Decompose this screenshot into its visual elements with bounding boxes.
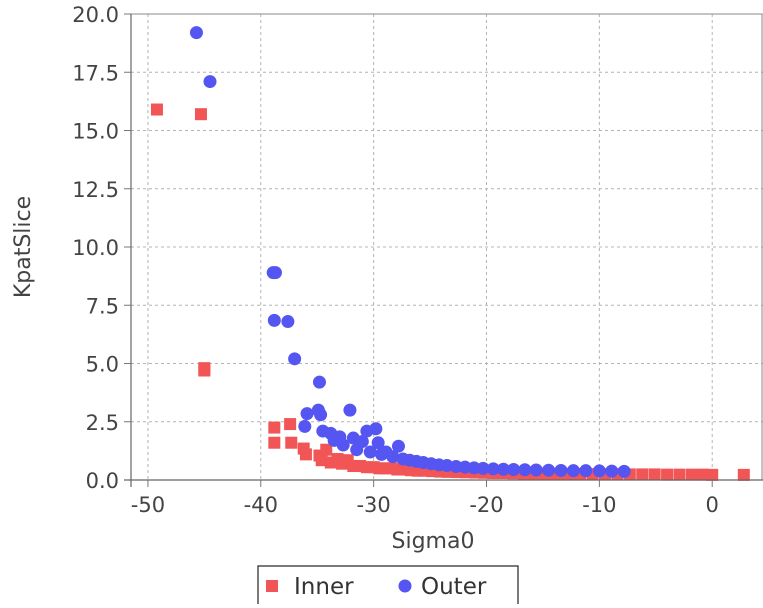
outer-point bbox=[281, 315, 295, 329]
inner-point bbox=[661, 468, 674, 481]
x-axis-title: Sigma0 bbox=[392, 529, 475, 554]
inner-point bbox=[697, 468, 710, 481]
outer-point bbox=[203, 75, 217, 89]
x-tick-label: 0 bbox=[706, 493, 719, 517]
legend-frame bbox=[257, 565, 519, 607]
legend: Inner Outer bbox=[257, 565, 519, 607]
inner-point bbox=[268, 421, 281, 434]
outer-point bbox=[312, 375, 326, 389]
legend-label-outer: Outer bbox=[421, 574, 487, 600]
outer-point bbox=[314, 408, 328, 422]
outer-point bbox=[579, 464, 593, 478]
outer-point bbox=[476, 461, 490, 475]
x-tick-label: -10 bbox=[582, 493, 616, 517]
y-tick-label: 15.0 bbox=[72, 120, 119, 144]
inner-point bbox=[150, 103, 163, 116]
inner-point bbox=[685, 468, 698, 481]
inner-point bbox=[706, 468, 719, 481]
outer-point bbox=[507, 463, 521, 477]
outer-point bbox=[371, 436, 385, 450]
legend-label-inner: Inner bbox=[294, 574, 354, 600]
legend-marker-outer bbox=[398, 579, 412, 593]
outer-point bbox=[617, 464, 631, 478]
x-tick-label: -20 bbox=[469, 493, 503, 517]
y-tick-label: 0.0 bbox=[86, 469, 119, 493]
outer-point bbox=[529, 463, 543, 477]
outer-point bbox=[300, 407, 314, 421]
outer-point bbox=[189, 26, 203, 40]
outer-point bbox=[554, 463, 568, 477]
outer-point bbox=[496, 462, 510, 476]
plot-area bbox=[131, 14, 763, 480]
outer-point bbox=[518, 463, 532, 477]
y-tick-label: 20.0 bbox=[72, 3, 119, 27]
outer-point bbox=[592, 464, 606, 478]
inner-point bbox=[194, 108, 207, 121]
y-tick-label: 10.0 bbox=[72, 236, 119, 260]
inner-point bbox=[636, 468, 649, 481]
outer-point bbox=[486, 462, 500, 476]
inner-point bbox=[198, 364, 211, 377]
inner-point bbox=[299, 448, 312, 461]
series-outer bbox=[189, 26, 631, 478]
inner-point bbox=[268, 436, 281, 449]
x-tick-label: -50 bbox=[131, 493, 165, 517]
y-tick-label: 5.0 bbox=[86, 353, 119, 377]
y-tick-label: 17.5 bbox=[72, 61, 119, 85]
inner-point bbox=[673, 468, 686, 481]
inner-point bbox=[284, 418, 297, 431]
outer-point bbox=[542, 463, 556, 477]
outer-point bbox=[391, 439, 405, 453]
outer-point bbox=[268, 266, 282, 280]
outer-point bbox=[336, 438, 350, 452]
outer-point bbox=[298, 419, 312, 433]
outer-point bbox=[369, 422, 383, 436]
outer-point bbox=[386, 450, 400, 464]
outer-point bbox=[363, 445, 377, 459]
y-tick-label: 7.5 bbox=[86, 294, 119, 318]
outer-point bbox=[343, 403, 357, 417]
axes: -50 -40 -30 -20 -10 0 0.0 2.5 5.0 7.5 10.0 12.5 15.0… bbox=[72, 3, 763, 517]
y-tick-label: 2.5 bbox=[86, 411, 119, 435]
inner-point bbox=[320, 443, 333, 456]
x-tick-label: -40 bbox=[244, 493, 278, 517]
inner-point bbox=[285, 436, 298, 449]
outer-point bbox=[267, 313, 281, 327]
outer-point bbox=[605, 464, 619, 478]
inner-point bbox=[737, 468, 750, 481]
legend-marker-inner bbox=[266, 580, 278, 592]
outer-point bbox=[288, 352, 302, 366]
inner-point bbox=[648, 468, 661, 481]
inner-point bbox=[315, 454, 328, 467]
y-axis-title: KpatSlice bbox=[11, 196, 36, 298]
outer-point bbox=[355, 435, 369, 449]
y-tick-label: 12.5 bbox=[72, 178, 119, 202]
x-tick-label: -30 bbox=[356, 493, 390, 517]
outer-point bbox=[566, 464, 580, 478]
